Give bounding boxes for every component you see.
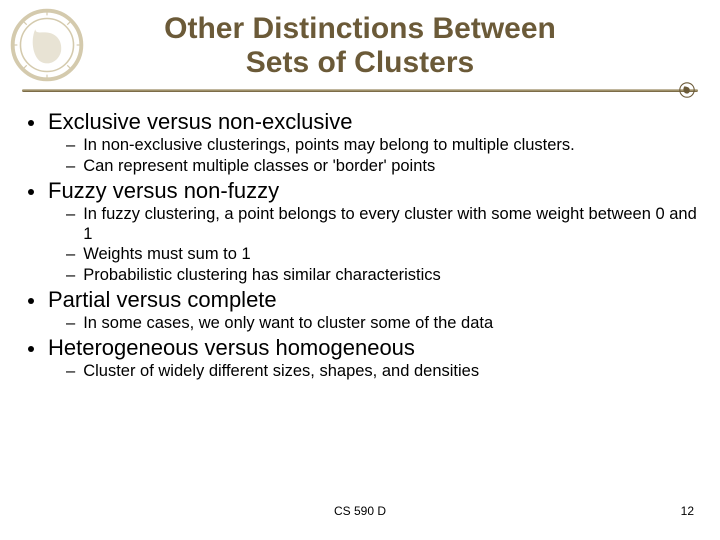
sub-bullet: – Can represent multiple classes or 'bor…	[66, 157, 698, 176]
sub-bullet: – In non-exclusive clusterings, points m…	[66, 136, 698, 155]
slide: Other Distinctions Between Sets of Clust…	[0, 0, 720, 540]
dot-icon	[28, 120, 34, 126]
sub-text: Can represent multiple classes or 'borde…	[83, 157, 435, 176]
sub-bullet: – Weights must sum to 1	[66, 245, 698, 264]
dash-icon: –	[66, 362, 75, 381]
sub-text: In some cases, we only want to cluster s…	[83, 314, 493, 333]
content-body: Exclusive versus non-exclusive – In non-…	[22, 109, 698, 382]
dash-icon: –	[66, 205, 75, 224]
sub-text: In non-exclusive clusterings, points may…	[83, 136, 575, 155]
dot-icon	[28, 189, 34, 195]
bullet-2-text: Fuzzy versus non-fuzzy	[48, 178, 279, 204]
title-line-2: Sets of Clusters	[246, 46, 474, 79]
title-line-1: Other Distinctions Between	[164, 12, 556, 45]
bullet-4-text: Heterogeneous versus homogeneous	[48, 335, 415, 361]
sub-text: Weights must sum to 1	[83, 245, 251, 264]
dash-icon: –	[66, 245, 75, 264]
sub-bullet: – In fuzzy clustering, a point belongs t…	[66, 205, 698, 244]
dash-icon: –	[66, 157, 75, 176]
bullet-3-text: Partial versus complete	[48, 287, 277, 313]
slide-title: Other Distinctions Between Sets of Clust…	[22, 12, 698, 79]
bullet-2: Fuzzy versus non-fuzzy	[28, 178, 698, 204]
sub-text: In fuzzy clustering, a point belongs to …	[83, 205, 698, 244]
sub-bullet: – Cluster of widely different sizes, sha…	[66, 362, 698, 381]
bullet-1: Exclusive versus non-exclusive	[28, 109, 698, 135]
footer-course-code: CS 590 D	[0, 504, 720, 518]
divider-region	[22, 89, 698, 103]
sub-text: Cluster of widely different sizes, shape…	[83, 362, 479, 381]
sub-text: Probabilistic clustering has similar cha…	[83, 266, 441, 285]
dash-icon: –	[66, 266, 75, 285]
bullet-1-text: Exclusive versus non-exclusive	[48, 109, 352, 135]
sub-bullet: – Probabilistic clustering has similar c…	[66, 266, 698, 285]
footer-page-number: 12	[681, 504, 694, 518]
purdue-seal-logo	[8, 6, 86, 84]
sub-bullet: – In some cases, we only want to cluster…	[66, 314, 698, 333]
dot-icon	[28, 346, 34, 352]
bullet-4: Heterogeneous versus homogeneous	[28, 335, 698, 361]
dash-icon: –	[66, 136, 75, 155]
dash-icon: –	[66, 314, 75, 333]
small-seal-icon	[678, 81, 696, 99]
dot-icon	[28, 298, 34, 304]
bullet-3: Partial versus complete	[28, 287, 698, 313]
divider-line	[22, 89, 698, 92]
